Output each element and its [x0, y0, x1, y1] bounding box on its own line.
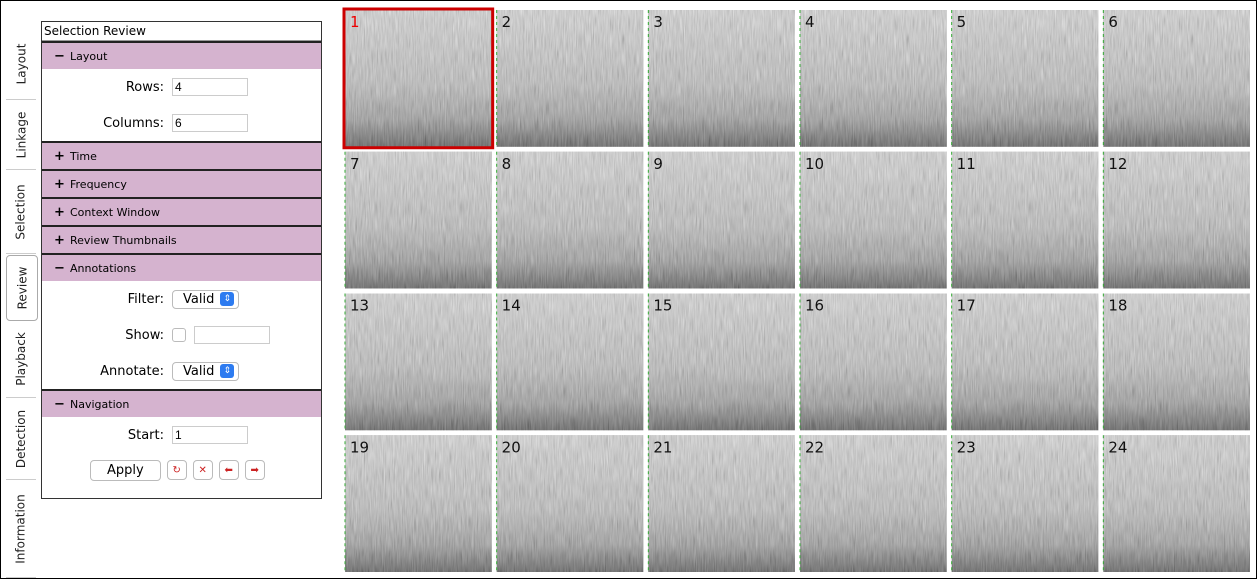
dropdown[interactable]: Valid ⇕ — [172, 289, 240, 309]
dropdown[interactable]: Valid ⇕ — [172, 361, 240, 381]
side-tab[interactable]: Selection — [6, 171, 36, 254]
toggle-icon: − — [54, 396, 65, 412]
tab-label: Layout — [14, 43, 29, 85]
section-title: Review Thumbnails — [70, 233, 177, 247]
field-row: Columns: — [42, 105, 321, 141]
field-label: Start: — [127, 427, 164, 443]
tab-label: Review — [15, 266, 30, 310]
side-tab[interactable]: Detection — [6, 399, 36, 480]
field-row: Annotate: Valid ⇕ — [42, 353, 321, 389]
field-label: Rows: — [125, 79, 164, 95]
section-header[interactable]: + Review Thumbnails — [42, 225, 321, 253]
icon-button[interactable]: ⬅ — [218, 460, 239, 480]
section-title: Time — [70, 149, 97, 163]
dropdown-arrows: ⇕ — [220, 292, 235, 306]
tab-label: Detection — [14, 409, 29, 469]
field-label: Columns: — [103, 115, 164, 131]
toggle-icon: + — [54, 232, 65, 248]
section-header[interactable]: − Annotations — [42, 253, 321, 281]
side-tab[interactable]: Layout — [6, 29, 36, 100]
dropdown-value: Valid — [183, 291, 215, 307]
icon-button[interactable]: ➡ — [244, 460, 265, 480]
section-header[interactable]: − Navigation — [42, 389, 321, 417]
text-input[interactable] — [172, 114, 248, 132]
tab-label: Playback — [14, 332, 29, 386]
settings-panel: Selection Review −LayoutRows:Columns:+Ti… — [41, 21, 322, 499]
field-label: Show: — [125, 327, 164, 343]
side-tab[interactable]: Information — [6, 481, 36, 578]
toggle-icon: + — [54, 204, 65, 220]
toggle-icon: + — [54, 148, 65, 164]
field-row: Show: — [42, 317, 321, 353]
text-input[interactable] — [172, 426, 248, 444]
checkbox[interactable] — [172, 328, 186, 342]
section-title: Frequency — [70, 177, 127, 191]
toggle-icon: + — [54, 176, 65, 192]
section-title: Context Window — [70, 205, 160, 219]
toggle-icon: − — [54, 260, 65, 276]
tab-label: Selection — [14, 184, 28, 240]
panel-title: Selection Review — [42, 22, 321, 41]
field-row: Start: — [42, 417, 321, 453]
field-row: Rows: — [42, 69, 321, 105]
side-tab[interactable]: Review — [6, 255, 38, 321]
field-row: Filter: Valid ⇕ — [42, 281, 321, 317]
apply-button[interactable]: Apply — [90, 459, 161, 481]
sections: −LayoutRows:Columns:+Time+Frequency+Cont… — [42, 41, 321, 487]
button-row: Apply ↻ ✕ ⬅ ➡ — [42, 453, 321, 487]
section-title: Layout — [70, 49, 108, 63]
icon-button[interactable]: ↻ — [166, 460, 187, 480]
section-title: Annotations — [70, 261, 137, 275]
text-input[interactable] — [194, 326, 270, 344]
toggle-icon: − — [54, 48, 65, 64]
side-tabs: Layout Linkage Selection Review Playback Dete… — [6, 29, 38, 579]
tab-label: Information — [14, 494, 28, 564]
section-header[interactable]: + Context Window — [42, 197, 321, 225]
section-header[interactable]: + Frequency — [42, 169, 321, 197]
side-tab[interactable]: Playback — [6, 321, 36, 398]
text-input[interactable] — [172, 78, 248, 96]
side-tab[interactable]: Linkage — [6, 101, 36, 170]
field-label: Annotate: — [100, 363, 164, 379]
tab-label: Linkage — [14, 111, 28, 159]
icon-button[interactable]: ✕ — [192, 460, 213, 480]
field-label: Filter: — [127, 291, 164, 307]
section-header[interactable]: − Layout — [42, 41, 321, 69]
dropdown-value: Valid — [183, 363, 215, 379]
section-header[interactable]: + Time — [42, 141, 321, 169]
dropdown-arrows: ⇕ — [220, 364, 235, 378]
section-title: Navigation — [70, 397, 130, 411]
